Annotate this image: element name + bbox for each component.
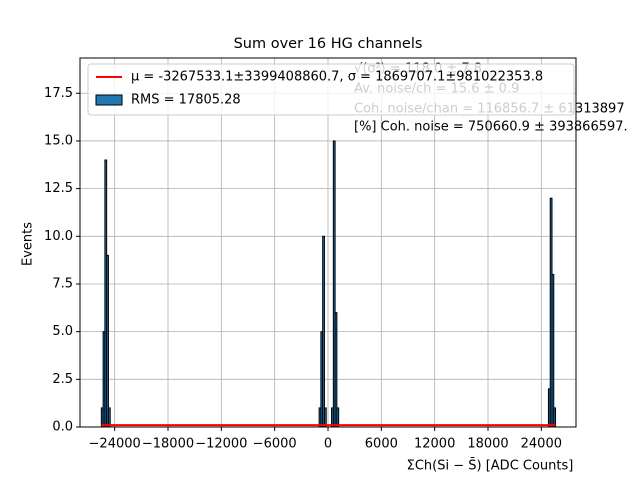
x-axis-label: ΣCh(Si − S̄) [ADC Counts] bbox=[407, 458, 574, 473]
legend-label: RMS = 17805.28 bbox=[131, 93, 241, 108]
legend-box bbox=[87, 63, 575, 116]
x-tick-label: −24000 bbox=[89, 437, 141, 452]
annotation: [%] Coh. noise = 750660.9 ± 393866597. bbox=[354, 120, 628, 135]
x-tick-label: −12000 bbox=[195, 437, 247, 452]
histogram-bar bbox=[106, 254, 109, 428]
x-tick-label: 24000 bbox=[521, 437, 562, 452]
y-tick-label: 12.5 bbox=[44, 181, 73, 196]
histogram-bar bbox=[551, 273, 555, 428]
y-tick-label: 10.0 bbox=[44, 229, 73, 244]
y-tick-label: 15.0 bbox=[44, 133, 73, 148]
x-tick-label: 12000 bbox=[414, 437, 455, 452]
y-tick-label: 0.0 bbox=[52, 420, 73, 435]
x-tick-label: 18000 bbox=[467, 437, 508, 452]
legend-label: μ = -3267533.1±3399408860.7, σ = 1869707… bbox=[131, 70, 543, 85]
legend-patch bbox=[95, 94, 123, 106]
histogram-bar bbox=[322, 235, 325, 428]
y-tick-label: 2.5 bbox=[52, 372, 73, 387]
y-axis-label: Events bbox=[21, 222, 36, 266]
x-tick-label: 6000 bbox=[365, 437, 398, 452]
chart-title: Sum over 16 HG channels bbox=[234, 36, 423, 52]
x-tick-label: −6000 bbox=[253, 437, 297, 452]
y-tick-label: 17.5 bbox=[44, 86, 73, 101]
y-tick-label: 7.5 bbox=[52, 276, 73, 291]
axes-frame bbox=[79, 57, 577, 428]
y-tick-label: 5.0 bbox=[52, 324, 73, 339]
x-tick-label: 0 bbox=[324, 437, 332, 452]
x-tick-label: −18000 bbox=[142, 437, 194, 452]
